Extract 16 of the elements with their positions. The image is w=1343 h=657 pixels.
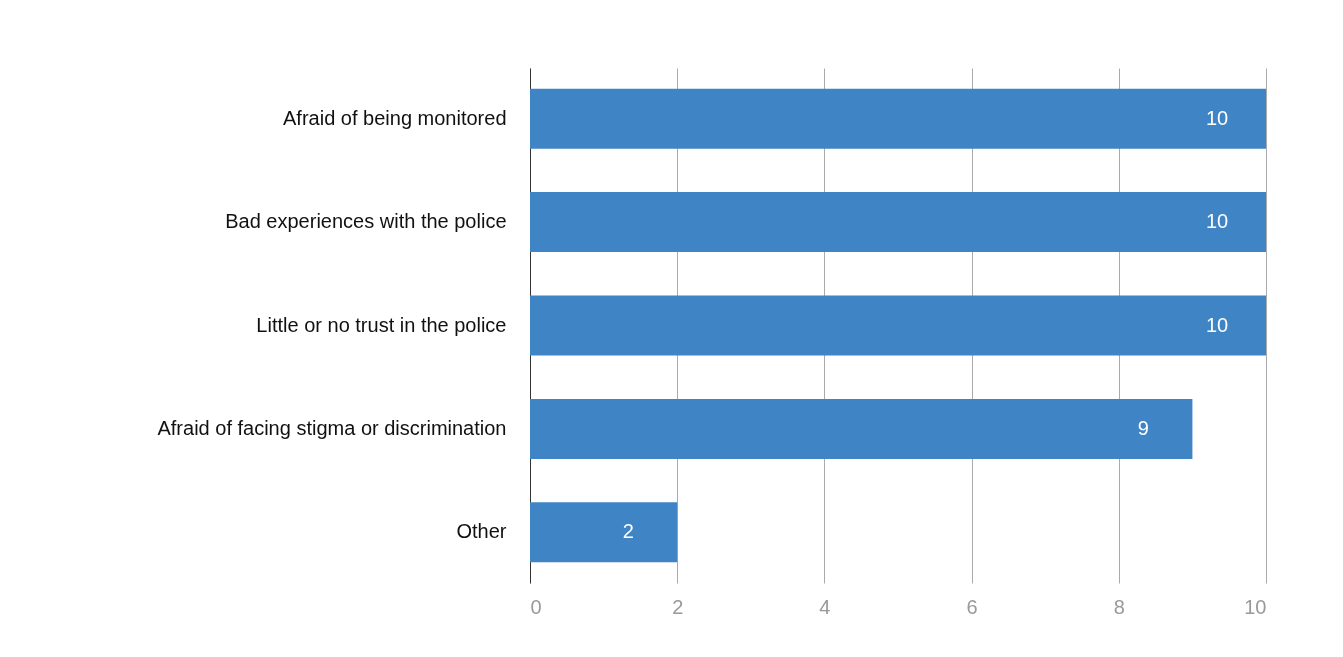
y-tick-label: Afraid of being monitored [283,106,507,129]
x-tick-label: 4 [819,595,831,618]
y-tick-label: Afraid of facing stigma or discrimination [157,416,507,439]
x-tick-label: 8 [1113,595,1125,618]
data-label: 2 [622,520,634,543]
x-tick-label: 10 [1244,595,1267,618]
y-tick-label: Bad experiences with the police [225,210,507,233]
x-tick-label: 2 [672,595,684,618]
y-tick-label: Other [456,520,507,543]
y-tick-label: Little or no trust in the police [256,313,507,336]
x-tick-label: 0 [530,595,542,618]
x-tick-label: 6 [966,595,978,618]
data-label: 10 [1205,313,1229,336]
data-label: 10 [1205,210,1229,233]
data-label: 9 [1137,416,1149,439]
data-label: 10 [1205,106,1229,129]
